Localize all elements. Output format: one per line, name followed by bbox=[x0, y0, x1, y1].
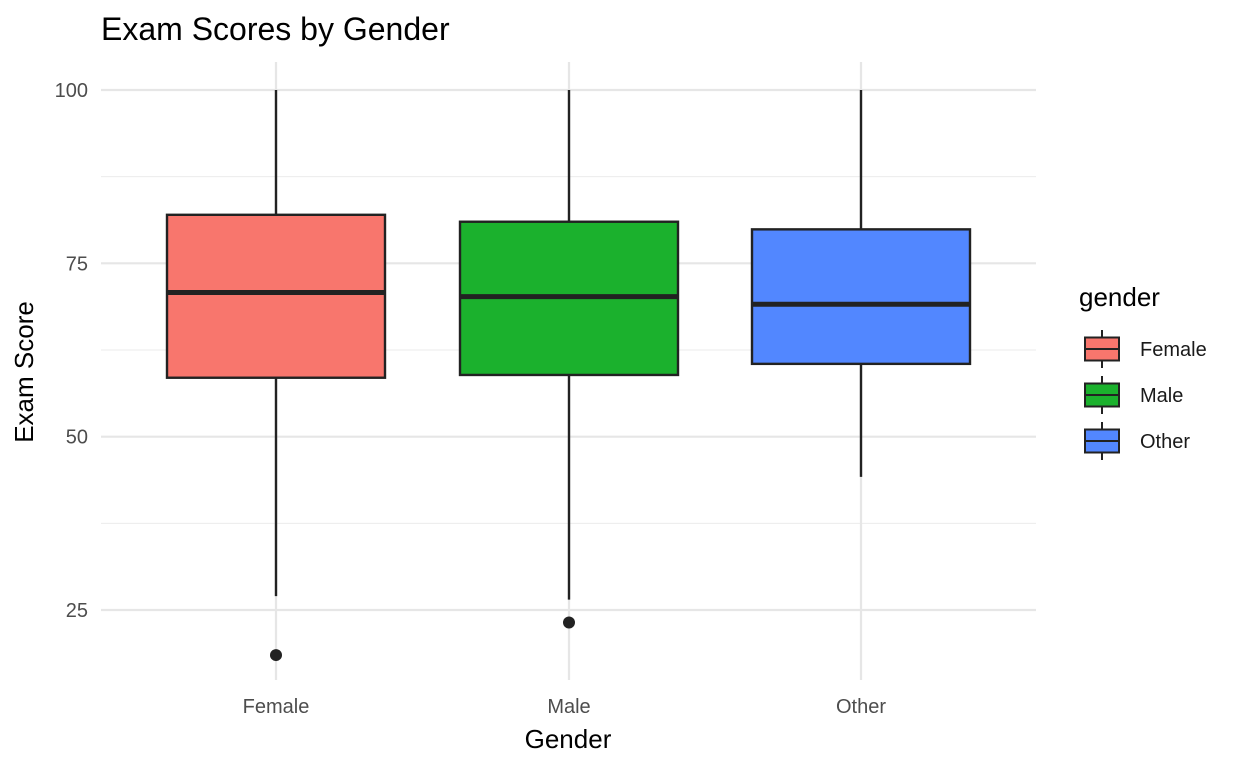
legend-item-other: Other bbox=[1084, 422, 1190, 460]
y-tick-label: 75 bbox=[66, 253, 88, 275]
x-axis: Female Male Other bbox=[243, 696, 887, 718]
chart-title: Exam Scores by Gender bbox=[101, 11, 450, 47]
legend-label: Female bbox=[1140, 339, 1207, 361]
y-axis-title: Exam Score bbox=[9, 301, 39, 443]
outlier-point bbox=[563, 616, 575, 629]
x-axis-title: Gender bbox=[525, 724, 612, 754]
legend-item-female: Female bbox=[1084, 330, 1207, 368]
x-tick-label: Female bbox=[243, 696, 310, 718]
legend: gender Female Male Other bbox=[1079, 282, 1207, 460]
box-male bbox=[458, 90, 680, 629]
y-tick-label: 50 bbox=[66, 427, 88, 449]
plot-area bbox=[165, 90, 972, 662]
legend-label: Male bbox=[1140, 385, 1183, 407]
y-tick-label: 25 bbox=[66, 600, 88, 622]
legend-label: Other bbox=[1140, 431, 1190, 453]
box-female bbox=[165, 90, 387, 662]
iqr-box bbox=[165, 213, 387, 379]
y-tick-label: 100 bbox=[55, 80, 88, 102]
y-axis: 25 50 75 100 bbox=[55, 80, 88, 622]
box-other bbox=[750, 90, 972, 477]
x-tick-label: Other bbox=[836, 696, 886, 718]
legend-item-male: Male bbox=[1084, 376, 1183, 414]
x-tick-label: Male bbox=[547, 696, 590, 718]
legend-title: gender bbox=[1079, 282, 1160, 312]
outlier-point bbox=[270, 649, 282, 662]
iqr-box bbox=[750, 228, 972, 366]
